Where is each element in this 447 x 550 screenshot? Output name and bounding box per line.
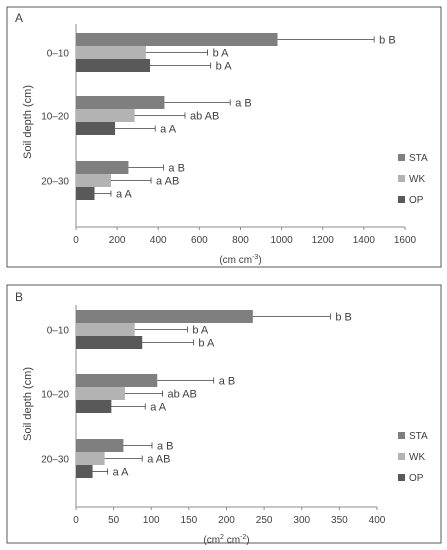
x-tick-label: 400: [150, 235, 167, 246]
x-tick-label: 0: [73, 235, 79, 246]
significance-label: a A: [113, 467, 130, 479]
significance-label: a AB: [147, 454, 170, 466]
category-label: 0–10: [47, 326, 70, 337]
x-tick-label: 1600: [394, 235, 417, 246]
x-tick-label: 600: [191, 235, 208, 246]
x-tick-label: 150: [181, 515, 198, 526]
x-tick-label: 300: [293, 515, 310, 526]
legend-label-wk: WK: [409, 174, 425, 185]
category-label: 20–30: [41, 177, 69, 188]
legend-swatch-op: [398, 196, 405, 203]
chart-panel-a: A 0 200 400 600 800 1000 1200 1400 1600 (cm cm-3) S…: [6, 6, 442, 268]
bar-sta: [76, 96, 165, 109]
category-label: 10–20: [41, 390, 69, 401]
legend-label-sta: STA: [409, 153, 428, 164]
chart-panel-b: B 0 50 100 150 200 250 300 350 400 (cm2 cm-2) Soil …: [6, 284, 442, 546]
x-tick-label: 100: [143, 515, 160, 526]
x-tick-label: 1000: [271, 235, 294, 246]
significance-label: b B: [335, 312, 352, 324]
legend-swatch-sta: [398, 154, 405, 161]
bar-wk: [76, 387, 125, 400]
category-label: 10–20: [41, 112, 69, 123]
bar-sta: [76, 33, 278, 46]
x-tick-label: 200: [218, 515, 235, 526]
significance-label: a AB: [156, 176, 179, 188]
x-axis-label: (cm cm-3): [219, 254, 261, 266]
significance-label: a B: [168, 163, 185, 175]
significance-label: b A: [198, 338, 215, 350]
x-tick-label: 400: [369, 515, 386, 526]
bar-wk: [76, 46, 146, 59]
legend-label-sta: STA: [409, 431, 428, 442]
panel-border: [6, 284, 442, 544]
bar-wk: [76, 323, 135, 336]
x-tick-label: 1200: [312, 235, 335, 246]
bar-wk: [76, 174, 111, 187]
x-tick-label: 0: [73, 515, 79, 526]
x-tick-label: 50: [108, 515, 120, 526]
significance-label: a A: [150, 402, 167, 414]
significance-label: a A: [160, 124, 177, 136]
y-axis-label: Soil depth (cm): [22, 85, 34, 159]
significance-label: b B: [379, 35, 396, 47]
x-tick-label: 350: [331, 515, 348, 526]
legend-label-op: OP: [409, 195, 424, 206]
bar-op: [76, 122, 116, 135]
legend-swatch-sta: [398, 432, 405, 439]
panel-label: B: [15, 290, 23, 304]
legend-swatch-wk: [398, 453, 405, 460]
significance-label: a A: [116, 189, 133, 201]
significance-label: b A: [213, 48, 230, 60]
bar-sta: [76, 310, 253, 323]
legend-swatch-op: [398, 474, 405, 481]
significance-label: a B: [219, 376, 236, 388]
x-tick-label: 1400: [353, 235, 376, 246]
bar-op: [76, 400, 112, 413]
x-tick-label: 250: [256, 515, 273, 526]
bar-op: [76, 465, 93, 478]
y-axis-label: Soil depth (cm): [22, 367, 34, 441]
category-label: 20–30: [41, 455, 69, 466]
panel-label: A: [15, 11, 23, 25]
significance-label: b A: [192, 325, 209, 337]
legend-label-op: OP: [409, 473, 424, 484]
category-label: 0–10: [47, 49, 70, 60]
bar-sta: [76, 374, 158, 387]
significance-label: ab AB: [190, 111, 219, 123]
bar-op: [76, 187, 95, 200]
bar-op: [76, 59, 151, 72]
significance-label: b A: [216, 61, 233, 73]
bar-wk: [76, 109, 135, 122]
significance-label: ab AB: [168, 389, 197, 401]
x-tick-label: 200: [109, 235, 126, 246]
legend-label-wk: WK: [409, 452, 425, 463]
bar-sta: [76, 161, 129, 174]
bar-wk: [76, 452, 105, 465]
bar-sta: [76, 439, 124, 452]
x-tick-label: 800: [232, 235, 249, 246]
significance-label: a B: [235, 98, 252, 110]
significance-label: a B: [157, 441, 174, 453]
x-axis-label: (cm2 cm-2): [203, 534, 249, 546]
legend-swatch-wk: [398, 175, 405, 182]
bar-op: [76, 336, 143, 349]
